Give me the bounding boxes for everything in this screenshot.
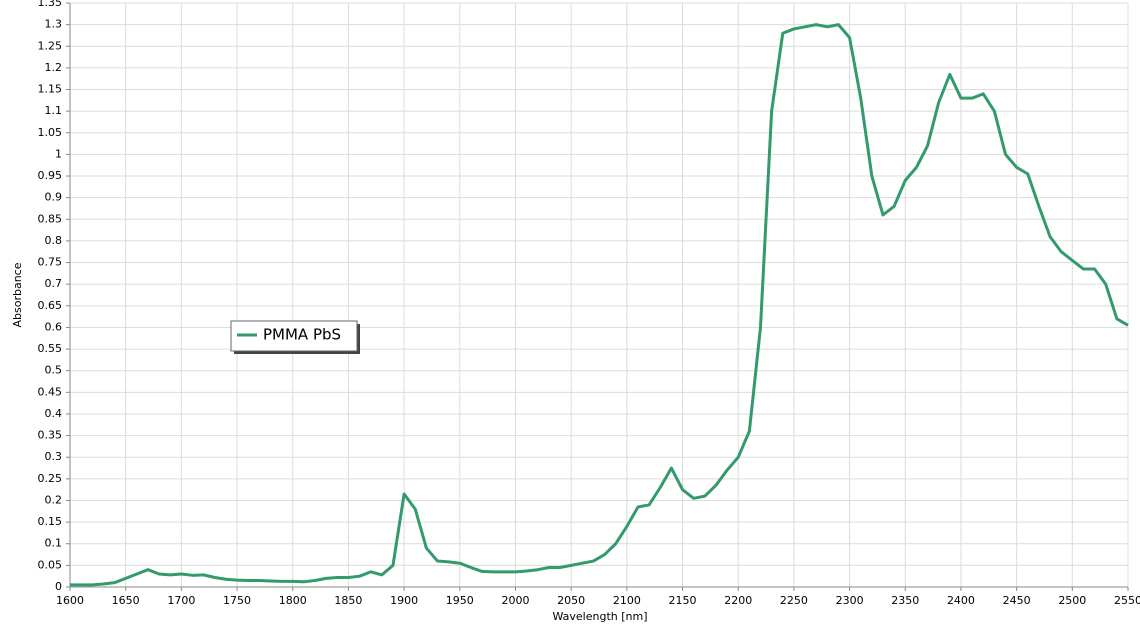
y-tick-label: 0.4 bbox=[45, 407, 63, 420]
y-tick-label: 1.1 bbox=[45, 104, 63, 117]
y-tick-label: 0.65 bbox=[38, 299, 63, 312]
y-tick-label: 1.3 bbox=[45, 18, 63, 31]
x-tick-label: 2050 bbox=[557, 594, 585, 607]
x-tick-label: 2450 bbox=[1003, 594, 1031, 607]
y-tick-label: 1.15 bbox=[38, 83, 63, 96]
y-tick-label: 0.55 bbox=[38, 342, 63, 355]
y-tick-label: 1.2 bbox=[45, 61, 63, 74]
y-tick-label: 0.2 bbox=[45, 493, 63, 506]
x-tick-label: 2400 bbox=[947, 594, 975, 607]
y-tick-label: 0.25 bbox=[38, 472, 63, 485]
x-tick-label: 1700 bbox=[167, 594, 195, 607]
y-tick-label: 0 bbox=[55, 580, 62, 593]
x-tick-label: 2350 bbox=[891, 594, 919, 607]
x-tick-label: 1600 bbox=[56, 594, 84, 607]
y-tick-label: 0.1 bbox=[45, 537, 63, 550]
legend-label: PMMA PbS bbox=[263, 326, 341, 344]
x-tick-label: 1900 bbox=[390, 594, 418, 607]
y-tick-label: 0.35 bbox=[38, 429, 63, 442]
x-tick-label: 1950 bbox=[446, 594, 474, 607]
x-tick-label: 2250 bbox=[780, 594, 808, 607]
y-tick-label: 0.8 bbox=[45, 234, 63, 247]
x-tick-label: 2100 bbox=[613, 594, 641, 607]
y-tick-label: 0.7 bbox=[45, 277, 63, 290]
x-tick-label: 1850 bbox=[334, 594, 362, 607]
x-axis-label: Wavelength [nm] bbox=[552, 610, 647, 623]
x-tick-label: 2150 bbox=[669, 594, 697, 607]
y-tick-label: 0.95 bbox=[38, 169, 63, 182]
y-tick-label: 0.5 bbox=[45, 364, 63, 377]
x-tick-label: 2500 bbox=[1058, 594, 1086, 607]
y-tick-label: 0.75 bbox=[38, 256, 63, 269]
y-tick-label: 0.3 bbox=[45, 450, 63, 463]
y-tick-label: 1.05 bbox=[38, 126, 63, 139]
x-tick-label: 1650 bbox=[112, 594, 140, 607]
x-tick-label: 1750 bbox=[223, 594, 251, 607]
data-line bbox=[70, 23, 1129, 587]
y-tick-label: 0.45 bbox=[38, 385, 63, 398]
y-tick-label: 0.15 bbox=[38, 515, 63, 528]
y-tick-label: 1.25 bbox=[38, 39, 63, 52]
y-tick-label: 1 bbox=[55, 147, 62, 160]
y-axis-label: Absorbance bbox=[11, 262, 24, 327]
y-tick-label: 0.05 bbox=[38, 558, 63, 571]
x-tick-label: 1800 bbox=[279, 594, 307, 607]
x-tick-label: 2000 bbox=[501, 594, 529, 607]
legend: PMMA PbS bbox=[230, 320, 360, 354]
y-tick-label: 0.9 bbox=[45, 191, 63, 204]
y-tick-label: 0.6 bbox=[45, 320, 63, 333]
x-tick-label: 2200 bbox=[724, 594, 752, 607]
y-tick-label: 1.35 bbox=[38, 0, 63, 9]
y-tick-label: 0.85 bbox=[38, 212, 63, 225]
x-tick-label: 2300 bbox=[836, 594, 864, 607]
x-tick-label: 2550 bbox=[1114, 594, 1140, 607]
